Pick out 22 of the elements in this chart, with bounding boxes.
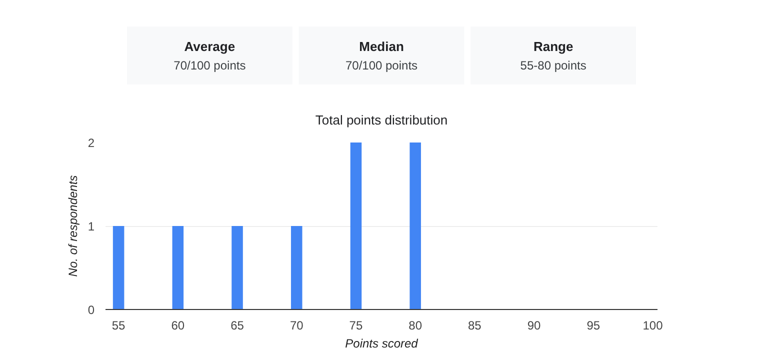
text: 70/100 points bbox=[174, 58, 246, 72]
x-axis-title: Points scored bbox=[345, 336, 418, 350]
x-tick-label: 80 bbox=[408, 318, 422, 332]
text: 70/100 points bbox=[345, 58, 418, 72]
x-tick-label: 90 bbox=[527, 318, 542, 332]
y-tick-label: 0 bbox=[88, 303, 95, 317]
x-tick-label: 75 bbox=[349, 318, 363, 332]
y-tick-label: 1 bbox=[88, 220, 95, 234]
x-tick-label: 65 bbox=[230, 318, 244, 332]
y-tick-label: 2 bbox=[88, 136, 95, 150]
x-tick-label: 85 bbox=[468, 318, 482, 332]
text: Median bbox=[359, 39, 404, 54]
x-tick-label: 95 bbox=[586, 318, 600, 332]
x-tick-label: 100 bbox=[642, 318, 664, 332]
x-tick-label: 55 bbox=[112, 318, 126, 332]
y-axis-title: No. of respondents bbox=[66, 175, 80, 277]
text: 55-80 points bbox=[520, 58, 586, 72]
x-tick-label: 70 bbox=[290, 318, 304, 332]
chart-title: Total points distribution bbox=[315, 112, 448, 128]
x-tick-label: 60 bbox=[171, 318, 185, 332]
text: Average bbox=[184, 39, 236, 54]
text: Range bbox=[533, 39, 574, 54]
